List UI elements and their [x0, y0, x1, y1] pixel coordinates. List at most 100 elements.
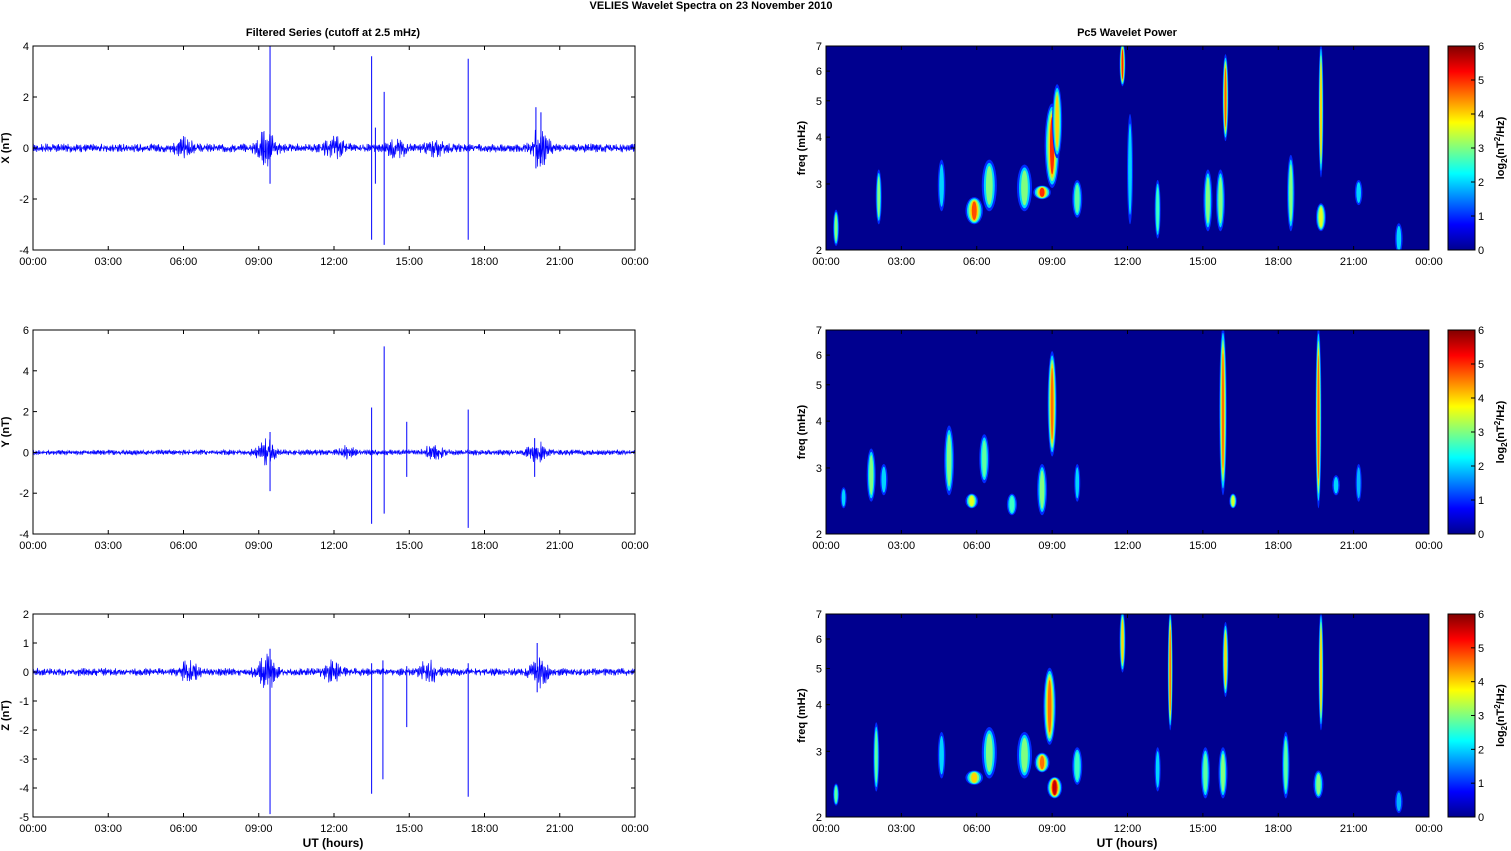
- x-tick-label: 09:00: [245, 823, 273, 835]
- plot-area: [33, 330, 635, 534]
- colorbar-tick-label: 4: [1478, 109, 1484, 121]
- colorbar-label: log2(nT2/Hz): [1493, 684, 1509, 747]
- x-tick-label: 00:00: [621, 823, 649, 835]
- power-blob: [1039, 755, 1045, 770]
- colorbar: [1447, 613, 1476, 818]
- colorbar-tick-label: 5: [1478, 359, 1484, 371]
- x-tick-label: 00:00: [812, 256, 840, 268]
- y-tick-label: 2: [816, 245, 822, 257]
- x-tick-label: 09:00: [1038, 256, 1066, 268]
- power-blob: [946, 434, 952, 487]
- x-tick-label: 12:00: [1114, 823, 1142, 835]
- x-tick-label: 00:00: [621, 256, 649, 268]
- power-blob: [869, 455, 874, 496]
- x-tick-label: 15:00: [395, 540, 423, 552]
- y-tick-label: -1: [19, 696, 29, 708]
- y-tick-label: 2: [23, 609, 29, 621]
- series-trace: [32, 129, 636, 167]
- y-tick-label: 5: [816, 664, 822, 676]
- y-axis-label: X (nT): [0, 132, 12, 163]
- power-blob: [982, 440, 987, 478]
- x-tick-label: 12:00: [320, 256, 348, 268]
- y-tick-label: -4: [19, 245, 29, 257]
- power-blob: [1320, 627, 1322, 713]
- x-tick-label: 18:00: [471, 823, 499, 835]
- colorbar-tick-label: 6: [1478, 325, 1484, 337]
- colorbar-tick-label: 6: [1478, 609, 1484, 621]
- power-blob: [1356, 467, 1361, 499]
- power-blob: [1050, 368, 1054, 440]
- heatmap-cells: [833, 46, 1403, 250]
- y-tick-label: 2: [816, 812, 822, 824]
- x-tick-label: 00:00: [621, 540, 649, 552]
- y-tick-label: 6: [816, 66, 822, 78]
- plot-area: [33, 614, 635, 817]
- power-blob: [1205, 177, 1210, 224]
- colorbar-tick-label: 1: [1478, 211, 1484, 223]
- y-tick-label: 4: [816, 132, 822, 144]
- power-blob: [969, 495, 974, 507]
- power-blob: [1224, 68, 1227, 128]
- colorbar-label: log2(nT2/Hz): [1493, 400, 1509, 463]
- colorbar-tick-label: 0: [1478, 245, 1484, 257]
- power-blob: [1284, 740, 1288, 791]
- heatmap-cells: [840, 330, 1362, 516]
- x-tick-label: 21:00: [546, 823, 574, 835]
- x-tick-label: 06:00: [963, 823, 991, 835]
- x-tick-label: 00:00: [19, 823, 47, 835]
- power-blob: [1047, 680, 1052, 733]
- colorbar-label: log2(nT2/Hz): [1493, 116, 1509, 179]
- y-tick-label: 6: [816, 350, 822, 362]
- colorbar-tick-label: 1: [1478, 495, 1484, 507]
- left-xaxis-label: UT (hours): [303, 836, 364, 850]
- colorbar-tick-label: 6: [1478, 41, 1484, 53]
- y-tick-label: 0: [23, 143, 29, 155]
- power-blob: [939, 735, 944, 775]
- x-tick-label: 09:00: [245, 256, 273, 268]
- x-tick-label: 15:00: [395, 256, 423, 268]
- x-tick-label: 21:00: [1340, 256, 1368, 268]
- x-tick-label: 09:00: [245, 540, 273, 552]
- y-tick-label: 0: [23, 447, 29, 459]
- z-series-panel: 210-1-2-3-4-500:00 03:00 06:00 09:00 12:00 15…: [0, 609, 649, 835]
- y-axis-label: freq (mHz): [796, 688, 808, 743]
- colorbar-tick-label: 3: [1478, 143, 1484, 155]
- power-blob: [1218, 177, 1223, 224]
- power-blob: [841, 489, 846, 507]
- power-blob: [1156, 187, 1159, 232]
- power-blob: [1396, 792, 1402, 812]
- power-blob: [1169, 629, 1171, 711]
- colorbar-tick-label: 0: [1478, 529, 1484, 541]
- colorbar-tick-label: 2: [1478, 177, 1484, 189]
- power-blob: [1121, 619, 1124, 664]
- power-blob: [1317, 355, 1320, 480]
- power-blob: [1075, 751, 1080, 781]
- y-tick-label: -4: [19, 783, 29, 795]
- x-tick-label: 03:00: [94, 823, 122, 835]
- power-blob: [1039, 187, 1045, 198]
- colorbar-tick-label: 3: [1478, 427, 1484, 439]
- colorbar: [1447, 45, 1476, 251]
- y-tick-label: 7: [816, 609, 822, 621]
- y-tick-label: 5: [816, 96, 822, 108]
- power-blob: [1316, 773, 1321, 795]
- x-tick-label: 15:00: [395, 823, 423, 835]
- power-blob: [1128, 123, 1132, 215]
- y-tick-label: 4: [816, 700, 822, 712]
- power-blob: [877, 176, 881, 218]
- colorbar-tick-label: 4: [1478, 393, 1484, 405]
- y-tick-label: 6: [816, 634, 822, 646]
- power-blob: [1155, 751, 1160, 788]
- power-blob: [1224, 633, 1227, 686]
- y-axis-label: Y (nT): [0, 416, 12, 447]
- power-blob: [971, 201, 977, 220]
- x-tick-label: 00:00: [812, 823, 840, 835]
- y-tick-label: -2: [19, 488, 29, 500]
- y-tick-label: -5: [19, 812, 29, 824]
- power-blob: [1039, 470, 1045, 509]
- left-column-title: Filtered Series (cutoff at 2.5 mHz): [246, 27, 421, 39]
- x-tick-label: 09:00: [1038, 540, 1066, 552]
